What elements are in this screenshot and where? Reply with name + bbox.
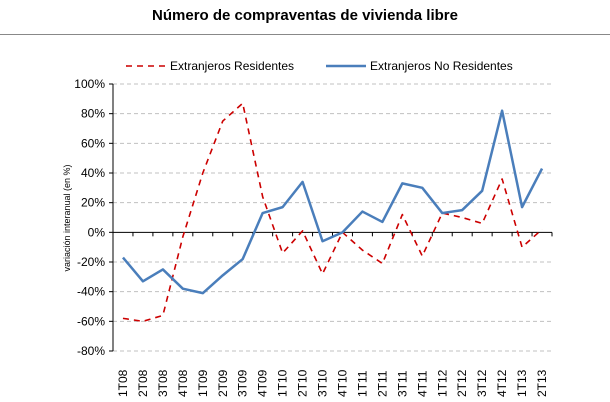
y-tick-label: -40% xyxy=(77,285,105,299)
x-tick-label: 3T09 xyxy=(236,369,250,397)
x-tick-label: 3T11 xyxy=(395,370,409,397)
y-tick-label: -80% xyxy=(77,344,105,358)
title-divider xyxy=(0,34,610,35)
series-line-residentes xyxy=(122,102,543,323)
x-tick-label: 1T08 xyxy=(116,369,130,397)
x-tick-label: 1T11 xyxy=(355,370,369,397)
x-tick-label: 3T08 xyxy=(156,369,170,397)
x-tick-label: 2T11 xyxy=(375,370,389,397)
x-tick-label: 4T09 xyxy=(256,369,270,397)
x-tick-label: 2T12 xyxy=(455,369,469,397)
x-tick-label: 1T13 xyxy=(515,369,529,397)
chart-title: Número de compraventas de vivienda libre xyxy=(152,7,458,24)
x-tick-label: 3T12 xyxy=(475,369,489,397)
series-line-no-residentes xyxy=(122,109,544,295)
x-tick-label: 4T08 xyxy=(176,369,190,397)
y-tick-label: 20% xyxy=(81,196,105,210)
y-axis-label: variación interanual (en %) xyxy=(62,164,72,271)
legend-label: Extranjeros Residentes xyxy=(170,59,294,73)
y-tick-label: 40% xyxy=(81,166,105,180)
y-tick-label: 100% xyxy=(74,77,105,91)
y-tick-label: 60% xyxy=(81,136,105,150)
x-tick-label: 2T10 xyxy=(296,369,310,397)
x-tick-label: 4T11 xyxy=(415,370,429,397)
x-tick-label: 1T10 xyxy=(276,369,290,397)
x-tick-label: 2T13 xyxy=(535,369,549,397)
x-tick-label: 1T12 xyxy=(435,369,449,397)
x-tick-label: 2T09 xyxy=(216,369,230,397)
x-tick-label: 4T12 xyxy=(495,369,509,397)
legend-label: Extranjeros No Residentes xyxy=(370,59,513,73)
y-tick-label: 80% xyxy=(81,107,105,121)
y-tick-label: -20% xyxy=(77,255,105,269)
y-tick-label: -60% xyxy=(77,314,105,328)
x-tick-label: 3T10 xyxy=(316,369,330,397)
x-tick-label: 1T09 xyxy=(196,369,210,397)
y-tick-label: 0% xyxy=(88,225,106,239)
x-tick-label: 2T08 xyxy=(136,369,150,397)
x-tick-label: 4T10 xyxy=(335,369,349,397)
